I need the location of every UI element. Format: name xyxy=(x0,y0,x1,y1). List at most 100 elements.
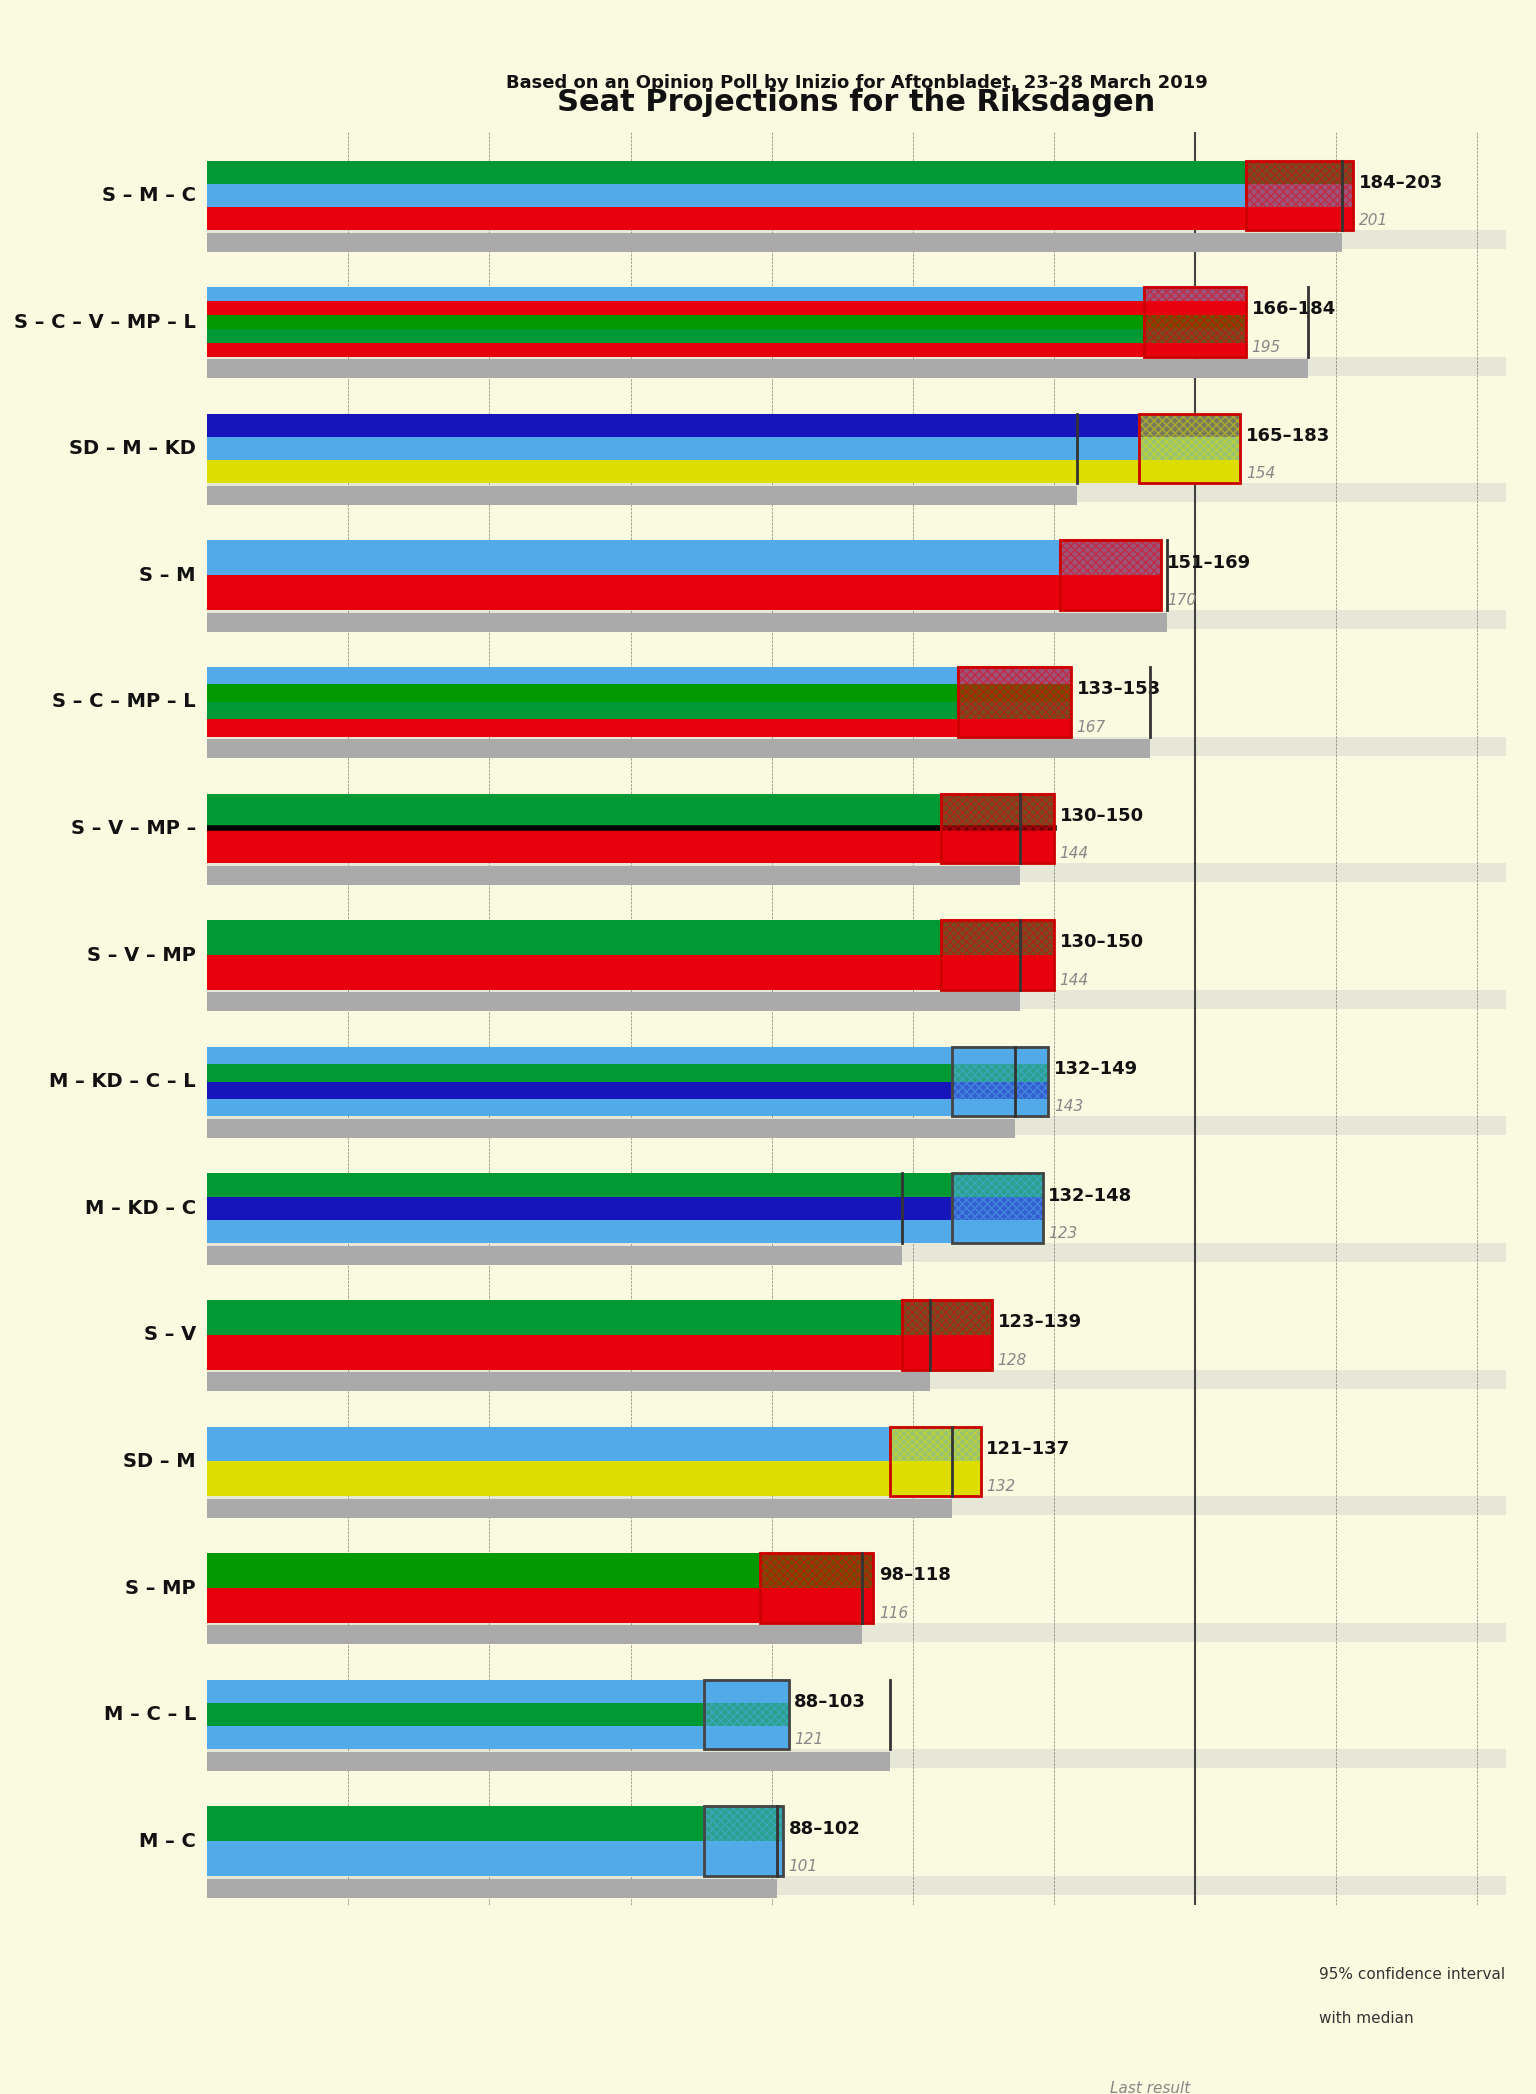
Bar xyxy=(207,1099,1049,1116)
Text: M – C: M – C xyxy=(140,1832,197,1851)
Text: Based on an Opinion Poll by Inizio for Aftonbladet, 23–28 March 2019: Based on an Opinion Poll by Inizio for A… xyxy=(505,73,1207,92)
Bar xyxy=(207,865,1020,886)
Bar xyxy=(207,1426,980,1462)
Bar xyxy=(207,1841,783,1876)
Text: 184–203: 184–203 xyxy=(1359,174,1444,193)
Bar xyxy=(207,1702,788,1725)
Bar xyxy=(942,919,1054,990)
Bar xyxy=(207,685,1071,701)
Bar xyxy=(207,1748,1505,1769)
Bar xyxy=(207,1221,1043,1244)
Bar xyxy=(207,993,1020,1011)
Bar xyxy=(207,737,1505,756)
Bar xyxy=(207,1083,1049,1099)
Bar xyxy=(942,794,1054,863)
Bar xyxy=(207,628,1505,647)
Text: 166–184: 166–184 xyxy=(1252,299,1336,318)
Bar xyxy=(207,486,1077,505)
Bar xyxy=(207,438,1241,461)
Bar xyxy=(207,360,1309,379)
Bar xyxy=(207,701,1071,718)
Text: 154: 154 xyxy=(1246,467,1275,482)
Text: 165–183: 165–183 xyxy=(1246,427,1330,444)
Text: S – M: S – M xyxy=(140,565,197,584)
Bar xyxy=(207,1516,1505,1535)
Bar xyxy=(207,1895,1505,1914)
Text: 201: 201 xyxy=(1359,214,1389,228)
Bar xyxy=(207,614,1167,632)
Text: 121–137: 121–137 xyxy=(986,1441,1071,1457)
Bar xyxy=(952,1173,1043,1244)
Text: 121: 121 xyxy=(794,1732,823,1746)
Bar xyxy=(207,287,1246,302)
Text: S – MP: S – MP xyxy=(132,1583,197,1602)
Bar xyxy=(760,1554,874,1623)
Bar xyxy=(207,343,1246,356)
Bar xyxy=(207,863,1505,882)
Bar xyxy=(207,739,1150,758)
Text: SD – M – KD: SD – M – KD xyxy=(69,440,197,459)
Text: 116: 116 xyxy=(879,1606,908,1621)
Bar xyxy=(952,1047,1049,1116)
Bar xyxy=(207,230,1505,249)
Text: SD – M: SD – M xyxy=(123,1451,197,1470)
Bar xyxy=(703,1807,783,1876)
Bar xyxy=(207,461,1241,484)
Bar xyxy=(1083,1950,1195,2037)
Text: 88–102: 88–102 xyxy=(788,1820,860,1839)
Bar xyxy=(207,1369,1505,1388)
Bar xyxy=(207,161,1353,184)
Text: 170: 170 xyxy=(1167,593,1197,607)
Bar xyxy=(207,1064,1049,1083)
Bar xyxy=(207,668,1071,685)
Text: 151–169: 151–169 xyxy=(1167,553,1250,572)
Bar xyxy=(1138,415,1241,484)
Bar xyxy=(1138,415,1241,484)
Text: 123–139: 123–139 xyxy=(997,1313,1081,1332)
Text: 143: 143 xyxy=(1054,1099,1083,1114)
Bar xyxy=(207,882,1505,900)
Text: S – MP: S – MP xyxy=(126,1579,197,1598)
Title: Seat Projections for the Riksdagen: Seat Projections for the Riksdagen xyxy=(558,88,1155,117)
Bar xyxy=(207,1116,1505,1135)
Bar xyxy=(207,249,1505,268)
Bar xyxy=(207,314,1246,329)
Bar xyxy=(207,1753,891,1772)
Bar xyxy=(207,1462,980,1497)
Bar xyxy=(703,1807,783,1876)
Text: 133–153: 133–153 xyxy=(1077,681,1161,697)
Bar xyxy=(207,484,1505,503)
Bar xyxy=(207,540,1161,576)
Bar xyxy=(207,1009,1505,1028)
Bar xyxy=(207,1047,1049,1064)
Text: 195: 195 xyxy=(1252,339,1281,354)
Bar xyxy=(207,1625,862,1644)
Bar xyxy=(1195,1950,1309,2037)
Bar xyxy=(1060,540,1161,609)
Bar xyxy=(207,415,1241,438)
Bar xyxy=(207,1372,929,1390)
Text: 98–118: 98–118 xyxy=(879,1566,951,1585)
Bar xyxy=(207,794,1054,829)
Bar xyxy=(952,1173,1043,1244)
Text: 132–148: 132–148 xyxy=(1049,1187,1132,1204)
Bar xyxy=(207,1263,1505,1282)
Bar xyxy=(207,1623,1505,1642)
Bar xyxy=(207,1118,1014,1137)
Bar xyxy=(207,955,1054,990)
Bar xyxy=(207,503,1505,521)
Bar xyxy=(207,609,1505,628)
Bar xyxy=(207,1679,788,1702)
Text: 130–150: 130–150 xyxy=(1060,806,1144,825)
Bar xyxy=(207,829,1054,863)
Bar xyxy=(207,1173,1043,1196)
Bar xyxy=(207,718,1071,737)
Bar xyxy=(1246,161,1353,230)
Text: 123: 123 xyxy=(1049,1225,1078,1242)
Bar xyxy=(207,576,1161,609)
Bar xyxy=(942,794,1054,863)
Bar xyxy=(207,356,1505,375)
Text: Last result: Last result xyxy=(1111,2081,1190,2094)
Bar xyxy=(207,1388,1505,1407)
Bar xyxy=(207,1135,1505,1154)
